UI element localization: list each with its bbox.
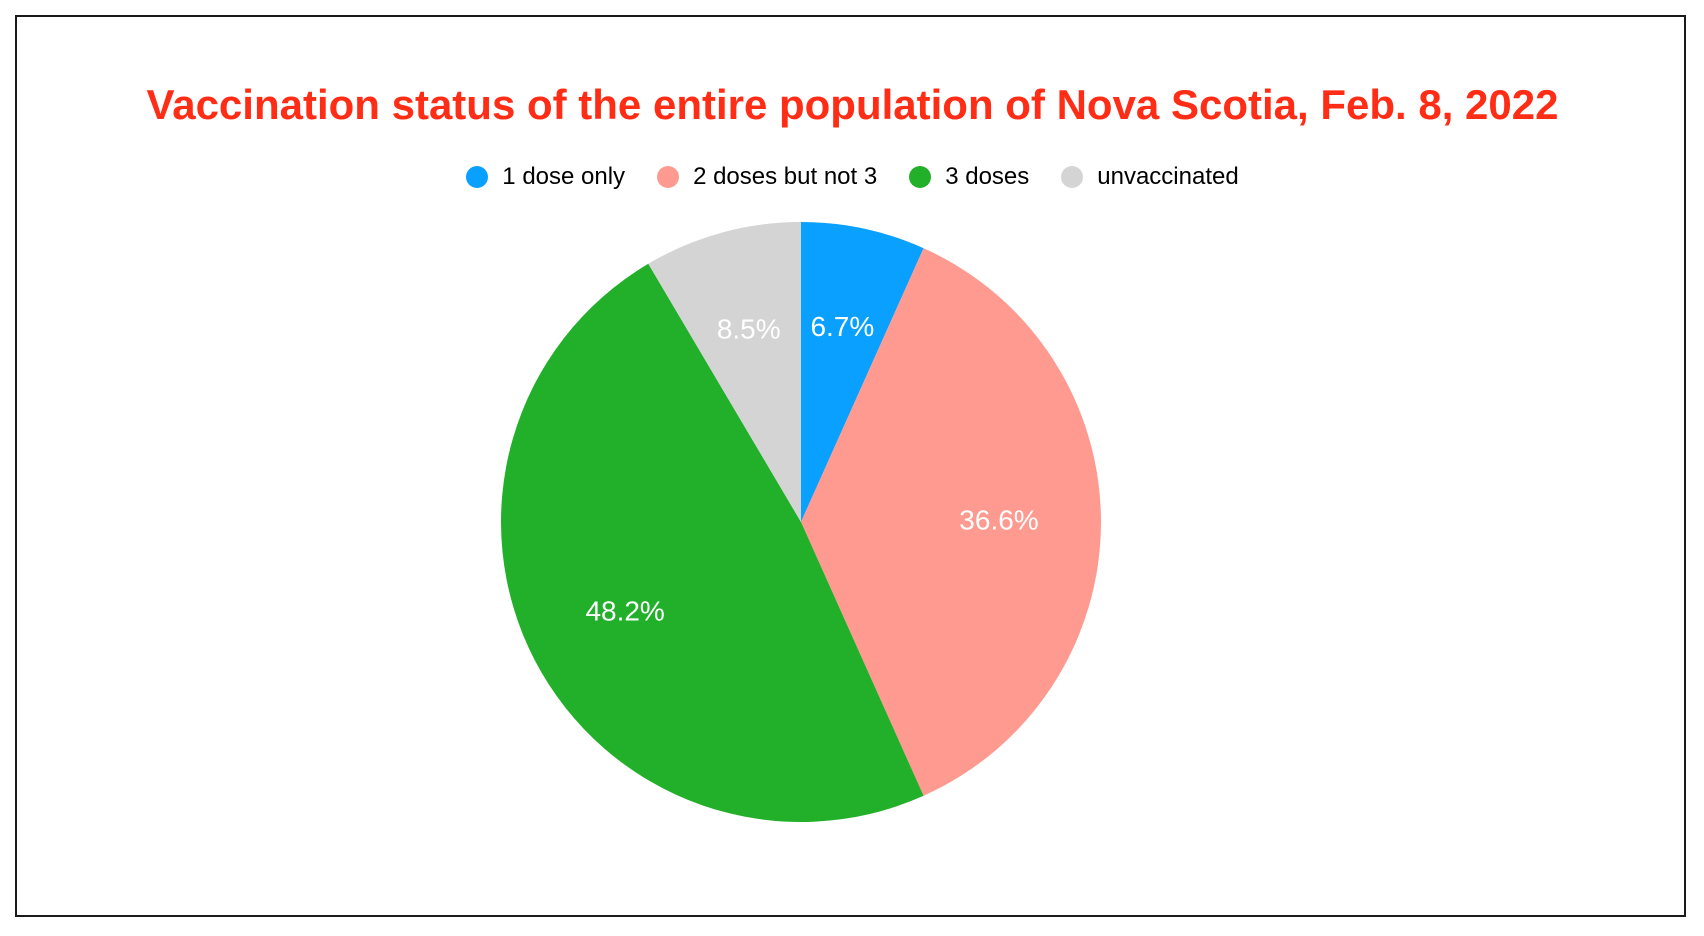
legend-item-1-dose-only[interactable]: 1 dose only — [466, 163, 625, 191]
pie-slices — [501, 222, 1101, 822]
legend-item-2-doses[interactable]: 2 doses but not 3 — [657, 163, 877, 191]
pie-chart: 6.7% 36.6% 48.2% 8.5% — [501, 222, 1101, 822]
pie-label-3-doses: 48.2% — [585, 595, 664, 626]
legend-swatch-2-doses — [657, 166, 680, 188]
legend-label-2-doses: 2 doses but not 3 — [693, 163, 878, 190]
pie-slice-3-doses[interactable] — [501, 263, 924, 822]
pie-slice-2-doses-but-not-3[interactable] — [801, 248, 1101, 796]
pie-label-1-dose-only: 6.7% — [810, 311, 874, 342]
legend-swatch-3-doses — [909, 166, 932, 188]
legend-item-unvaccinated[interactable]: unvaccinated — [1061, 163, 1239, 191]
pie-label-2-doses-but-not-3: 36.6% — [959, 504, 1038, 535]
pie-slice-unvaccinated[interactable] — [648, 222, 801, 522]
legend-label-1-dose-only: 1 dose only — [502, 163, 626, 190]
pie-slice-1-dose-only[interactable] — [801, 222, 924, 522]
pie-label-unvaccinated: 8.5% — [717, 313, 781, 344]
chart-frame: Vaccination status of the entire populat… — [15, 15, 1686, 917]
legend-item-3-doses[interactable]: 3 doses — [909, 163, 1029, 191]
pie-labels: 6.7% 36.6% 48.2% 8.5% — [585, 311, 1038, 627]
legend-label-unvaccinated: unvaccinated — [1097, 163, 1239, 190]
legend-swatch-unvaccinated — [1061, 166, 1084, 188]
chart-title: Vaccination status of the entire populat… — [146, 81, 1559, 128]
chart-legend: 1 dose only 2 doses but not 3 3 doses un… — [17, 163, 1688, 191]
legend-swatch-1-dose-only — [466, 166, 489, 188]
legend-label-3-doses: 3 doses — [945, 163, 1030, 190]
